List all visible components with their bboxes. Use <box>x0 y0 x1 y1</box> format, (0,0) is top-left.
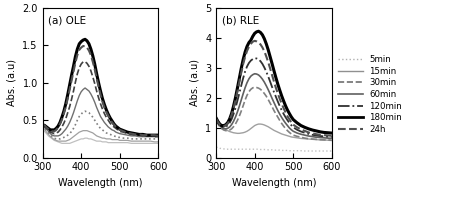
Y-axis label: Abs. (a.u): Abs. (a.u) <box>7 59 17 106</box>
Text: (a) OLE: (a) OLE <box>48 15 87 25</box>
X-axis label: Wavelength (nm): Wavelength (nm) <box>232 178 316 188</box>
Text: (b) RLE: (b) RLE <box>222 15 259 25</box>
X-axis label: Wavelength (nm): Wavelength (nm) <box>58 178 143 188</box>
Legend: 5min, 15min, 30min, 60min, 120min, 180min, 24h: 5min, 15min, 30min, 60min, 120min, 180mi… <box>338 55 402 134</box>
Y-axis label: Abs. (a.u): Abs. (a.u) <box>190 59 200 106</box>
